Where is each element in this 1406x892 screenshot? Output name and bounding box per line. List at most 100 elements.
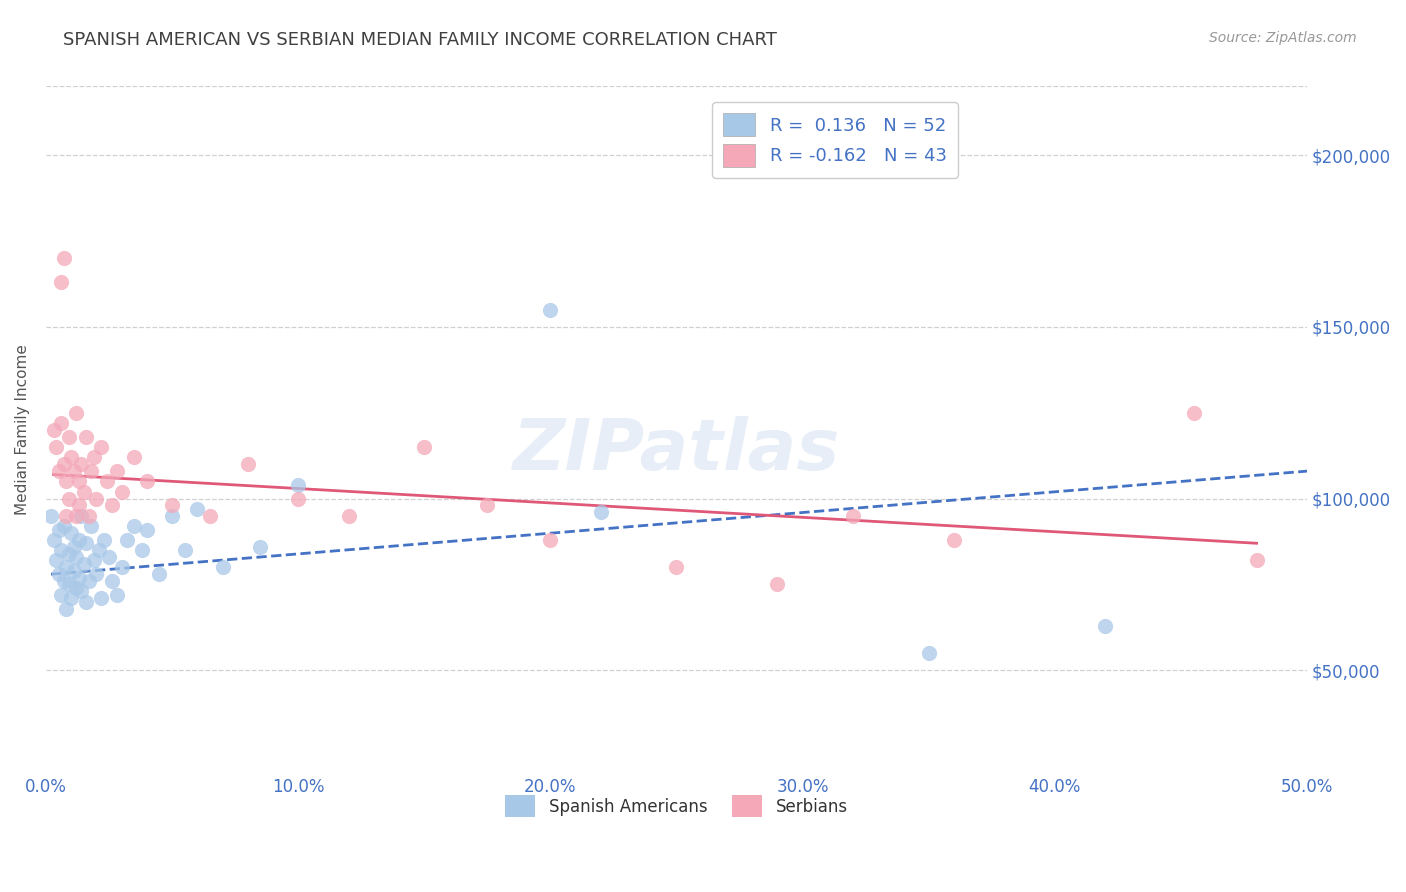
Point (65, 508, 87, 523)
Text: SPANISH AMERICAN VS SERBIAN MEDIAN FAMILY INCOME CORRELATION CHART: SPANISH AMERICAN VS SERBIAN MEDIAN FAMIL… (63, 31, 778, 49)
Point (842, 508, 865, 523)
Point (52, 251, 75, 265)
Y-axis label: Median Family Income: Median Family Income (15, 344, 30, 516)
Point (131, 543, 153, 558)
Point (48, 523, 70, 537)
Point (105, 588, 128, 602)
Point (52, 519, 75, 533)
Point (80, 464, 103, 478)
Point (73, 484, 96, 499)
Text: ZIPatlas: ZIPatlas (513, 416, 841, 485)
Point (70, 508, 93, 523)
Point (65, 581, 87, 595)
Point (49, 543, 72, 558)
Point (67, 533, 90, 547)
Point (105, 464, 128, 478)
Point (39, 508, 62, 523)
Point (173, 543, 195, 558)
Point (65, 406, 87, 420)
Point (65, 549, 87, 564)
Point (538, 302, 561, 317)
Point (60, 591, 83, 606)
Point (77, 508, 100, 523)
Point (186, 502, 208, 516)
Point (67, 571, 90, 585)
Point (111, 484, 134, 499)
Point (87, 543, 110, 558)
Point (135, 523, 157, 537)
Point (90, 591, 112, 606)
Point (45, 553, 67, 567)
Point (111, 560, 134, 574)
Point (90, 440, 112, 454)
Point (477, 499, 499, 513)
Point (122, 519, 145, 533)
Point (96, 475, 118, 489)
Point (48, 567, 70, 582)
Point (70, 584, 93, 599)
Point (75, 536, 97, 550)
Point (62, 540, 84, 554)
Point (75, 430, 97, 444)
Point (413, 440, 436, 454)
Point (249, 540, 271, 554)
Point (42, 533, 65, 547)
Point (60, 450, 83, 465)
Point (122, 450, 145, 465)
Point (49, 275, 72, 289)
Point (337, 508, 360, 523)
Point (58, 491, 80, 506)
Point (538, 533, 561, 547)
Point (48, 464, 70, 478)
Point (73, 557, 96, 571)
Text: Source: ZipAtlas.com: Source: ZipAtlas.com (1209, 31, 1357, 45)
Point (86, 491, 108, 506)
Point (148, 567, 170, 582)
Point (100, 499, 122, 513)
Point (1182, 406, 1205, 420)
Point (67, 475, 90, 489)
Point (42, 423, 65, 437)
Point (70, 457, 93, 471)
Point (62, 464, 84, 478)
Point (80, 519, 103, 533)
Legend: Spanish Americans, Serbians: Spanish Americans, Serbians (499, 789, 855, 823)
Point (77, 574, 100, 588)
Point (589, 505, 612, 519)
Point (1246, 553, 1268, 567)
Point (49, 416, 72, 430)
Point (58, 547, 80, 561)
Point (98, 549, 121, 564)
Point (160, 508, 183, 523)
Point (62, 564, 84, 578)
Point (918, 646, 941, 660)
Point (287, 491, 309, 506)
Point (67, 499, 90, 513)
Point (160, 499, 183, 513)
Point (211, 560, 233, 574)
Point (135, 475, 157, 489)
Point (45, 440, 67, 454)
Point (75, 595, 97, 609)
Point (198, 508, 221, 523)
Point (115, 533, 138, 547)
Point (100, 574, 122, 588)
Point (55, 601, 77, 615)
Point (58, 577, 80, 591)
Point (1094, 618, 1116, 632)
Point (55, 475, 77, 489)
Point (287, 478, 309, 492)
Point (766, 577, 789, 591)
Point (58, 430, 80, 444)
Point (49, 588, 72, 602)
Point (86, 567, 108, 582)
Point (942, 533, 965, 547)
Point (52, 457, 75, 471)
Point (83, 553, 105, 567)
Point (55, 508, 77, 523)
Point (83, 450, 105, 465)
Point (665, 560, 688, 574)
Point (60, 525, 83, 540)
Point (55, 560, 77, 574)
Point (236, 457, 259, 471)
